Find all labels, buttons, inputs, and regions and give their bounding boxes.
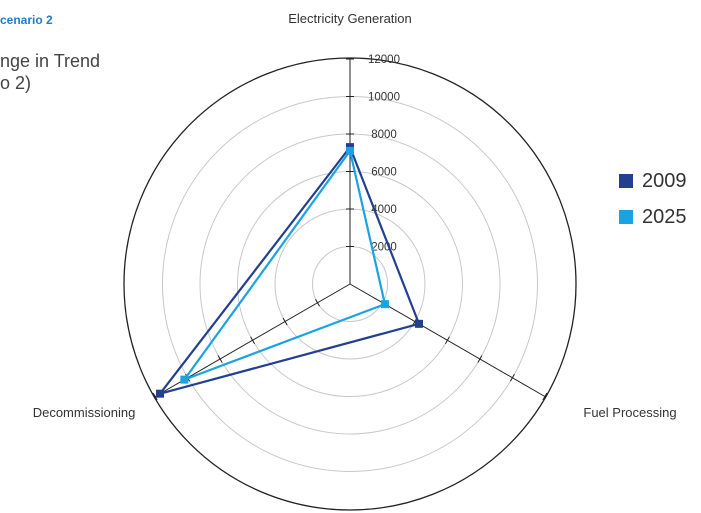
- data-point-2025: [180, 375, 189, 384]
- axis-label-decommissioning: Decommissioning: [33, 405, 136, 420]
- tick-label: 12000: [368, 54, 400, 66]
- series-line-2025: [183, 149, 387, 381]
- axis-tick: [509, 374, 515, 382]
- tick-label: 2000: [371, 242, 397, 254]
- scenario-tag: cenario 2: [0, 13, 53, 27]
- axis-tick: [152, 392, 158, 401]
- tick-label: 8000: [371, 129, 397, 141]
- data-point-2009: [156, 389, 165, 398]
- data-point-2025: [380, 300, 389, 309]
- legend: 2009 2025: [619, 163, 687, 235]
- chart-title: nge in Trend o 2): [0, 50, 100, 94]
- legend-label-2009: 2009: [642, 169, 687, 192]
- data-point-2025: [346, 146, 354, 155]
- data-point-2009: [415, 319, 424, 328]
- series-line-2009: [158, 146, 421, 395]
- radar-axes: [152, 58, 548, 401]
- axis-tick: [282, 317, 288, 326]
- radial-tick-labels: 2000 4000 6000 8000 10000 12000: [368, 54, 400, 254]
- axis-tick: [477, 355, 483, 363]
- legend-item-2025: 2025: [619, 199, 687, 235]
- axis-label-fuel-processing: Fuel Processing: [583, 405, 676, 420]
- axis-tick: [542, 392, 548, 401]
- axis-tick: [444, 336, 450, 344]
- axis-tick: [250, 336, 256, 344]
- tick-label: 10000: [368, 92, 400, 104]
- axis-tick: [217, 355, 223, 363]
- legend-label-2025: 2025: [642, 205, 687, 228]
- legend-item-2009: 2009: [619, 163, 687, 199]
- tick-label: 4000: [371, 204, 397, 216]
- axis-label-electricity-generation: Electricity Generation: [288, 11, 412, 26]
- axis-tick: [315, 299, 320, 307]
- chart-title-line-2: o 2): [0, 73, 32, 93]
- tick-label: 6000: [371, 167, 397, 179]
- chart-title-line-1: nge in Trend: [0, 51, 101, 71]
- legend-swatch-2025: [619, 210, 633, 224]
- radar-series: [156, 143, 424, 398]
- legend-swatch-2009: [619, 174, 633, 188]
